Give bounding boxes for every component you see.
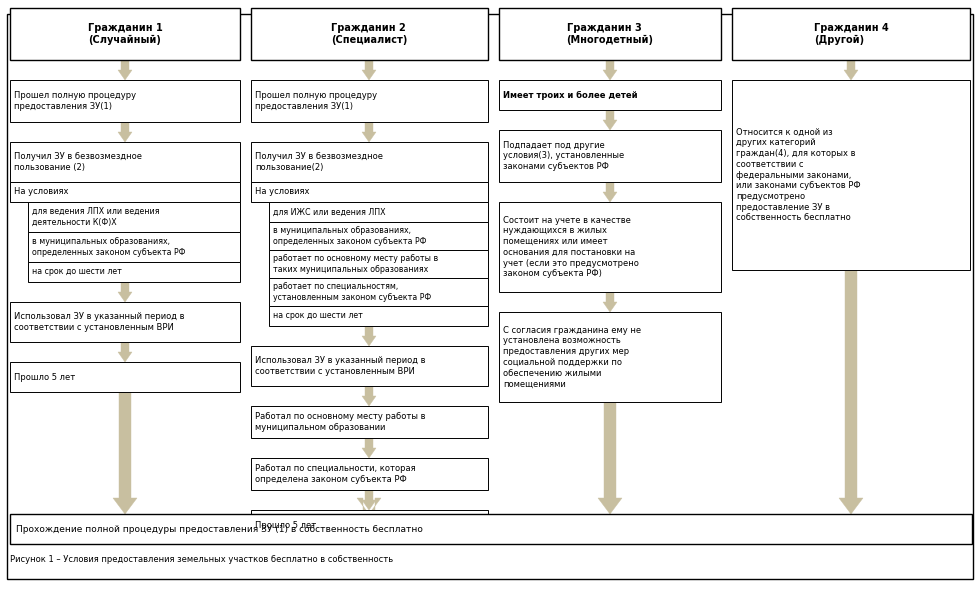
FancyBboxPatch shape [269,250,488,278]
Text: Прошел полную процедуру
предоставления ЗУ(1): Прошел полную процедуру предоставления З… [14,91,136,111]
FancyBboxPatch shape [499,202,721,292]
Text: Прошло 5 лет: Прошло 5 лет [14,373,75,382]
Polygon shape [113,392,137,514]
Text: Использовал ЗУ в указанный период в
соответствии с установленным ВРИ: Использовал ЗУ в указанный период в соот… [14,312,184,332]
Text: в муниципальных образованиях,
определенных законом субъекта РФ: в муниципальных образованиях, определенн… [32,237,185,257]
Text: На условиях: На условиях [14,187,69,196]
Text: С согласия гражданина ему не
установлена возможность
предоставления других мер
с: С согласия гражданина ему не установлена… [503,326,641,388]
FancyBboxPatch shape [10,80,240,122]
FancyBboxPatch shape [269,306,488,326]
FancyBboxPatch shape [10,142,240,182]
Text: Подпадает под другие
условия(3), установленные
законами субъектов РФ: Подпадает под другие условия(3), установ… [503,141,624,172]
FancyBboxPatch shape [732,80,970,270]
Polygon shape [844,60,858,80]
FancyBboxPatch shape [251,510,488,540]
FancyBboxPatch shape [28,262,240,282]
Text: работает по специальностям,
установленным законом субъекта РФ: работает по специальностям, установленны… [273,282,431,302]
FancyBboxPatch shape [269,278,488,306]
Polygon shape [362,490,376,510]
FancyBboxPatch shape [28,232,240,262]
Text: Прошел полную процедуру
предоставления ЗУ(1): Прошел полную процедуру предоставления З… [255,91,377,111]
Polygon shape [362,60,376,80]
FancyBboxPatch shape [10,302,240,342]
Text: Получил ЗУ в безвозмездное
пользование(2): Получил ЗУ в безвозмездное пользование(2… [255,152,383,172]
Polygon shape [362,438,376,458]
FancyBboxPatch shape [499,130,721,182]
FancyBboxPatch shape [10,362,240,392]
Polygon shape [362,122,376,142]
Text: для ведения ЛПХ или ведения
деятельности К(Ф)Х: для ведения ЛПХ или ведения деятельности… [32,207,160,227]
FancyBboxPatch shape [732,8,970,60]
Text: Получил ЗУ в безвозмездное
пользование (2): Получил ЗУ в безвозмездное пользование (… [14,152,142,172]
Text: Работал по основному месту работы в
муниципальном образовании: Работал по основному месту работы в муни… [255,412,425,432]
Text: для ИЖС или ведения ЛПХ: для ИЖС или ведения ЛПХ [273,208,385,216]
Text: На условиях: На условиях [255,187,310,196]
Text: Гражданин 2
(Специалист): Гражданин 2 (Специалист) [331,23,408,45]
FancyBboxPatch shape [251,406,488,438]
FancyBboxPatch shape [499,312,721,402]
Text: Состоит на учете в качестве
нуждающихся в жилых
помещениях или имеет
основания д: Состоит на учете в качестве нуждающихся … [503,216,639,278]
Polygon shape [118,342,132,362]
Text: Имеет троих и более детей: Имеет троих и более детей [503,91,638,100]
FancyBboxPatch shape [7,14,973,579]
FancyBboxPatch shape [10,8,240,60]
Polygon shape [603,110,617,130]
Polygon shape [603,292,617,312]
FancyBboxPatch shape [251,182,488,202]
Text: Гражданин 4
(Другой): Гражданин 4 (Другой) [813,23,889,45]
FancyBboxPatch shape [10,514,972,544]
Polygon shape [839,270,863,514]
Polygon shape [118,122,132,142]
Polygon shape [357,498,381,540]
Polygon shape [118,60,132,80]
Text: в муниципальных образованиях,
определенных законом субъекта РФ: в муниципальных образованиях, определенн… [273,226,426,246]
Text: работает по основному месту работы в
таких муниципальных образованиях: работает по основному месту работы в так… [273,254,438,274]
Polygon shape [362,386,376,406]
Text: Прохождение полной процедуры предоставления ЗУ (1) в собственность бесплатно: Прохождение полной процедуры предоставле… [16,524,423,533]
Text: Гражданин 3
(Многодетный): Гражданин 3 (Многодетный) [566,23,654,45]
Polygon shape [603,182,617,202]
FancyBboxPatch shape [251,8,488,60]
FancyBboxPatch shape [251,458,488,490]
FancyBboxPatch shape [499,80,721,110]
FancyBboxPatch shape [251,346,488,386]
FancyBboxPatch shape [10,182,240,202]
Text: на срок до шести лет: на срок до шести лет [273,312,363,321]
Text: Рисунок 1 – Условия предоставления земельных участков бесплатно в собственность: Рисунок 1 – Условия предоставления земел… [10,556,393,565]
FancyBboxPatch shape [499,8,721,60]
Polygon shape [603,60,617,80]
Text: Гражданин 1
(Случайный): Гражданин 1 (Случайный) [87,23,163,45]
Text: Относится к одной из
других категорий
граждан(4), для которых в
соответствии с
ф: Относится к одной из других категорий гр… [736,127,860,222]
FancyBboxPatch shape [269,222,488,250]
Text: на срок до шести лет: на срок до шести лет [32,268,122,277]
Polygon shape [598,402,622,514]
Text: Использовал ЗУ в указанный период в
соответствии с установленным ВРИ: Использовал ЗУ в указанный период в соот… [255,356,425,376]
FancyBboxPatch shape [269,202,488,222]
Polygon shape [362,326,376,346]
Polygon shape [118,282,132,302]
Text: Работал по специальности, которая
определена законом субъекта РФ: Работал по специальности, которая опреде… [255,464,416,484]
Text: Прошло 5 лет: Прошло 5 лет [255,521,317,530]
FancyBboxPatch shape [251,80,488,122]
FancyBboxPatch shape [251,142,488,182]
FancyBboxPatch shape [28,202,240,232]
